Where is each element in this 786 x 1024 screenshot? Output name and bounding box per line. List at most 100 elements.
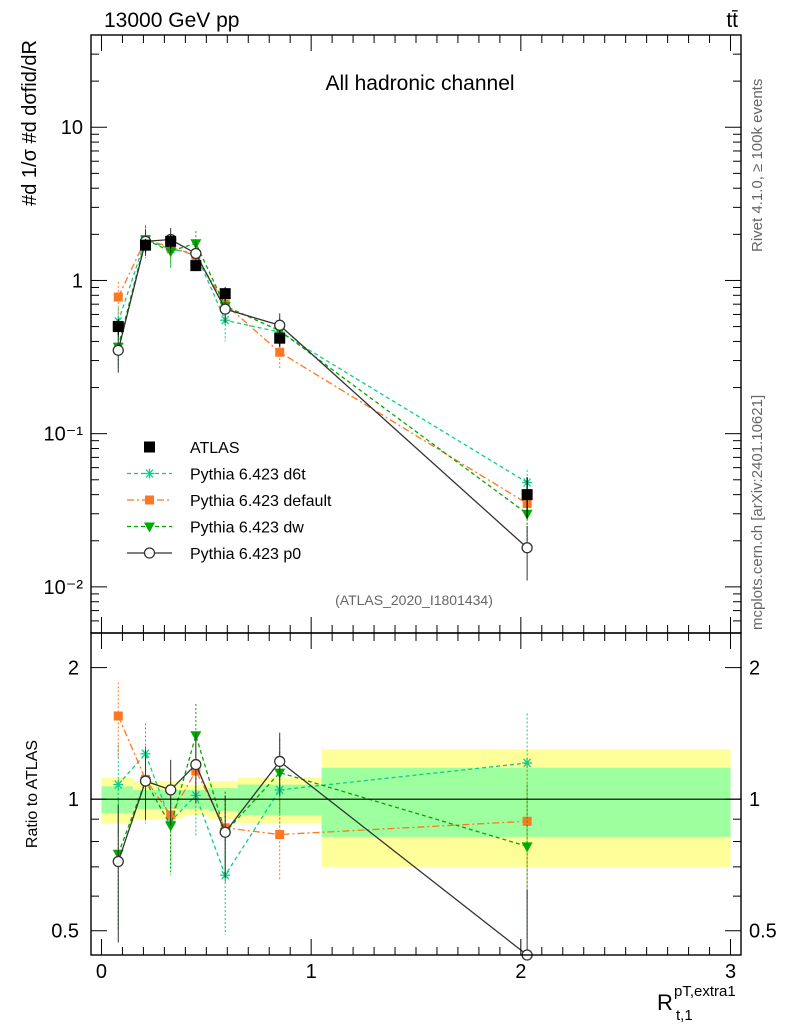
ratio-point-shape (165, 784, 177, 796)
ratio-y-label: Ratio to ATLAS (24, 740, 41, 848)
ratio-point-shape (190, 758, 202, 771)
series-point (112, 344, 124, 356)
series-point-shape (112, 344, 124, 356)
source-label: mcplots.cern.ch [arXiv:2401.10621] (749, 395, 766, 630)
x-label-sup: pT,extra1 (674, 983, 736, 1000)
ratio-point-shape (165, 821, 177, 832)
energy-label: 13000 GeV pp (104, 9, 239, 32)
legend-marker-shape (144, 522, 155, 533)
main-data-layer (112, 225, 533, 581)
ratio-y-tick-label-right: 0.5 (749, 921, 777, 943)
ratio-panel: 0.5 0.5 1 1 2 2 Ratio to ATLAS (24, 632, 777, 961)
process-label: tt̄ (726, 9, 738, 32)
data-point-shape (165, 235, 177, 247)
legend-marker-shape (143, 547, 156, 559)
ratio-y-tick-label: 1 (68, 789, 79, 811)
x-tick-labels: 0 1 2 3 (96, 35, 736, 983)
ratio-point (165, 821, 177, 832)
ratio-point (113, 711, 123, 721)
ratio-point (275, 830, 285, 840)
main-frame (90, 34, 742, 634)
ratio-stat-band (321, 767, 731, 837)
series-line (117, 238, 528, 484)
legend-label: Pythia 6.423 d6t (190, 467, 306, 484)
ratio-y-tick-label-right: 1 (749, 789, 760, 811)
x-label-sub: t,1 (676, 1007, 693, 1024)
x-axis-label: R pT,extra1 t,1 (657, 983, 736, 1024)
main-y-tick-label: 10⁻¹ (44, 424, 84, 446)
series-point-shape (275, 347, 285, 357)
data-point (274, 332, 286, 344)
ratio-point-shape (113, 711, 123, 721)
legend-label: ATLAS (190, 440, 240, 457)
series-point (113, 292, 123, 302)
data-point-shape (112, 321, 124, 333)
legend-marker-shape (145, 495, 154, 505)
ratio-y-tick-label-right: 2 (749, 658, 760, 680)
ratio-point (521, 842, 533, 853)
x-tick-label: 1 (306, 961, 317, 983)
data-point (219, 288, 231, 300)
series-line (117, 238, 528, 515)
data-point-shape (219, 288, 231, 300)
series-line (117, 238, 528, 505)
data-point (140, 239, 152, 251)
data-point (521, 489, 533, 501)
legend-label: Pythia 6.423 dw (190, 520, 304, 537)
ratio-point (274, 755, 286, 768)
analysis-id: (ATLAS_2020_I1801434) (335, 592, 493, 608)
legend-marker (144, 468, 155, 479)
data-point-shape (521, 489, 533, 501)
ratio-point (113, 779, 124, 790)
series-point (521, 542, 533, 554)
ratio-ticks: 0.5 0.5 1 1 2 2 (51, 658, 777, 943)
main-y-tick-label: 10 (61, 117, 83, 139)
ratio-point (165, 784, 177, 796)
data-point (190, 260, 202, 272)
x-tick-label: 2 (515, 961, 526, 983)
legend-marker (143, 547, 156, 559)
ratio-point-shape (274, 755, 286, 768)
data-point (112, 321, 124, 333)
series-point (219, 303, 231, 315)
main-y-tick-label: 10⁻² (44, 577, 84, 599)
series-point-shape (521, 542, 533, 554)
legend-marker (144, 441, 155, 453)
ratio-y-tick-label: 0.5 (51, 921, 79, 943)
ratio-point-shape (112, 855, 124, 868)
rivet-label: Rivet 4.1.0, ≥ 100k events (749, 79, 766, 252)
ratio-point (139, 775, 152, 787)
x-label-main: R (657, 990, 673, 1015)
x-tick-label: 0 (96, 961, 107, 983)
data-point-shape (274, 332, 286, 344)
legend-label: Pythia 6.423 default (190, 493, 332, 510)
main-y-label: #d 1/σ #d dσfid/dR (19, 40, 41, 206)
series-point-shape (219, 303, 231, 315)
series-point-shape (190, 247, 202, 260)
series-point-shape (274, 319, 286, 331)
legend: ATLAS Pythia 6.423 d6t Pythia 6.423 defaul… (127, 440, 332, 563)
ratio-point-shape (219, 826, 231, 838)
legend-label: Pythia 6.423 p0 (190, 546, 301, 563)
series-point (190, 247, 202, 260)
main-y-tick-label: 1 (72, 270, 83, 292)
legend-marker-shape (144, 441, 155, 453)
ratio-y-tick-label: 2 (68, 658, 79, 680)
legend-marker (144, 522, 155, 533)
ratio-point (219, 826, 231, 838)
ratio-point-shape (139, 775, 152, 787)
x-tick-label: 3 (725, 961, 736, 983)
ratio-point (190, 758, 202, 771)
main-ticks: 10⁻² 10⁻¹ 1 10 (44, 34, 741, 634)
data-point (165, 235, 177, 247)
channel-label: All hadronic channel (325, 72, 514, 95)
ratio-point-shape (521, 842, 533, 853)
series-point (274, 319, 286, 331)
series-point (275, 347, 285, 357)
legend-marker (145, 495, 154, 505)
ratio-point-shape (275, 830, 285, 840)
series-point-shape (113, 292, 123, 302)
ratio-data-layer (112, 682, 533, 961)
data-point-shape (140, 239, 152, 251)
